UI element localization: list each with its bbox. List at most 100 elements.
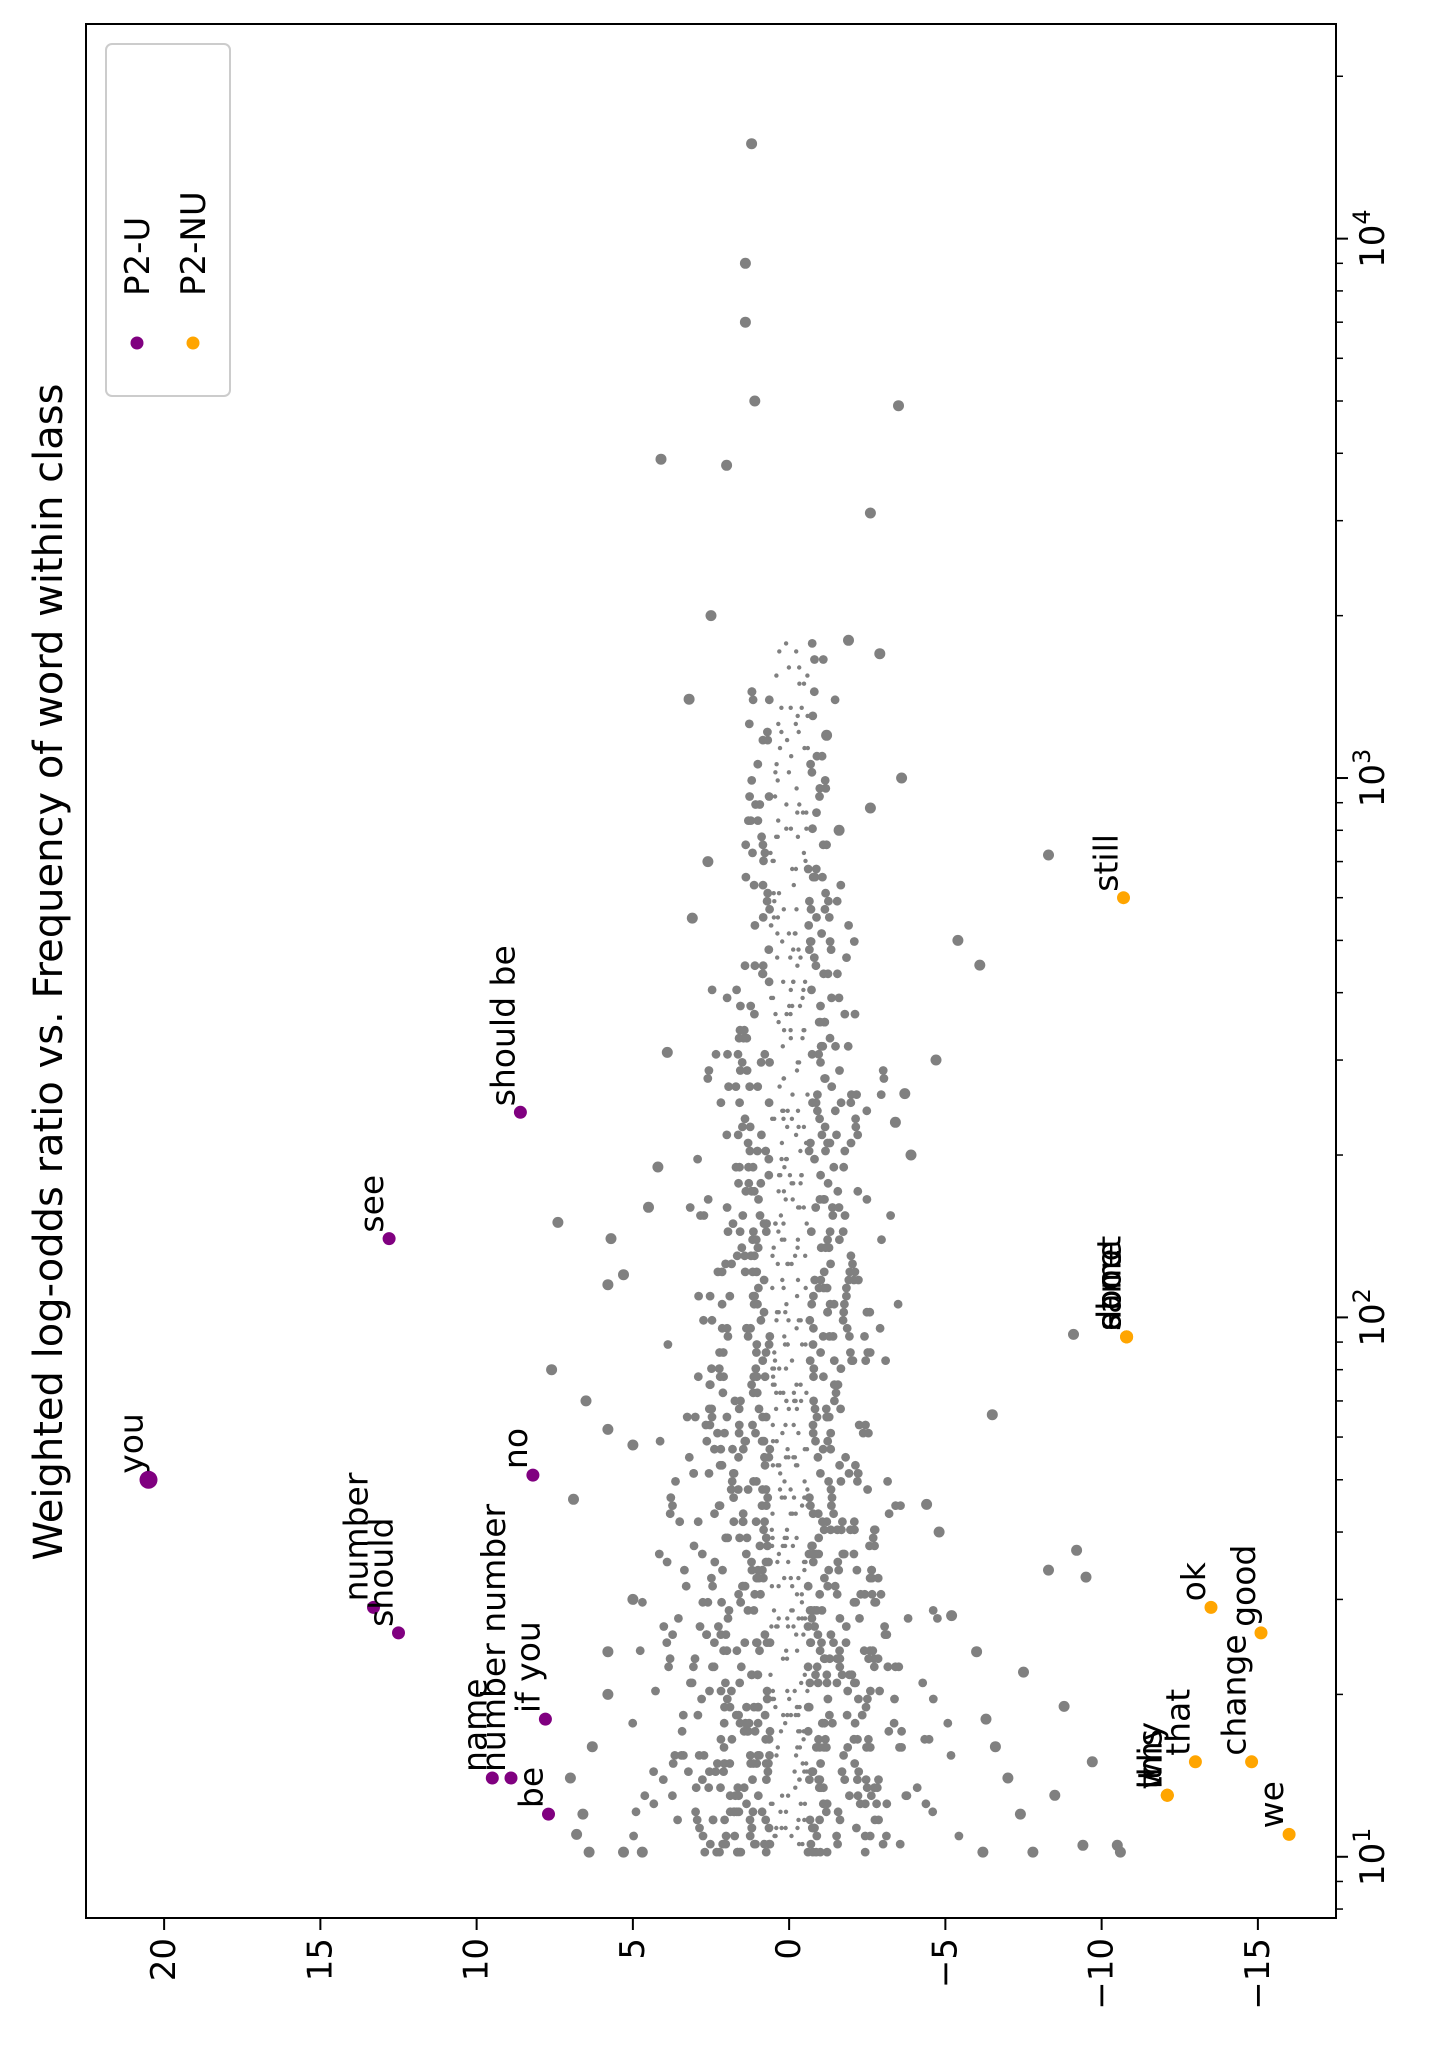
cloud-point	[716, 1630, 726, 1639]
cloud-point	[784, 1656, 790, 1661]
cloud-point	[817, 1638, 826, 1647]
cloud-point	[873, 1654, 883, 1664]
cloud-point	[765, 1751, 774, 1760]
cloud-point	[756, 1178, 766, 1188]
cloud-point	[786, 931, 792, 936]
cloud-point	[759, 1275, 769, 1285]
cloud-point	[807, 1541, 816, 1551]
cloud-point	[794, 1592, 800, 1597]
cloud-point	[861, 1356, 871, 1365]
cloud-point	[793, 931, 798, 936]
cloud-point	[731, 1082, 741, 1091]
cloud-point	[753, 1702, 763, 1712]
cloud-point	[747, 776, 757, 785]
cloud-point	[774, 1390, 779, 1396]
cloud-point	[784, 802, 789, 807]
cloud-point	[794, 1632, 799, 1637]
outlier-point	[893, 400, 904, 412]
outlier-point	[605, 1233, 617, 1245]
cloud-point	[826, 1525, 836, 1535]
cloud-point	[760, 1839, 769, 1849]
cloud-point	[629, 1831, 638, 1841]
cloud-point	[759, 1307, 769, 1317]
cloud-point	[742, 1702, 751, 1712]
outlier-point	[896, 772, 908, 784]
cloud-point	[810, 1622, 819, 1631]
point-label: ok	[1174, 1561, 1213, 1601]
cloud-point	[798, 1318, 803, 1323]
cloud-point	[740, 1436, 750, 1446]
outlier-point	[1086, 1756, 1098, 1768]
cloud-point	[849, 1549, 859, 1559]
cloud-point	[737, 1243, 747, 1253]
cloud-point	[770, 1253, 775, 1259]
cloud-point	[795, 963, 800, 968]
cloud-point	[752, 1477, 761, 1486]
cloud-point	[662, 1557, 672, 1567]
cloud-point	[824, 1477, 833, 1486]
cloud-point	[761, 1146, 771, 1156]
point-label: why	[1130, 1722, 1169, 1789]
cloud-point	[812, 913, 821, 922]
cloud-point	[761, 1815, 771, 1825]
cloud-point	[804, 810, 809, 815]
cloud-point	[808, 1509, 818, 1519]
data-point	[1282, 1827, 1296, 1841]
cloud-point	[765, 1058, 774, 1067]
cloud-point	[811, 1670, 820, 1680]
cloud-point	[747, 1823, 757, 1833]
cloud-point	[703, 1597, 713, 1607]
cloud-point	[668, 1759, 678, 1768]
cloud-point	[719, 1646, 728, 1656]
cloud-point	[729, 1493, 738, 1502]
cloud-point	[684, 1452, 694, 1462]
cloud-point	[737, 1058, 747, 1067]
cloud-point	[794, 649, 799, 654]
cloud-point	[750, 1009, 759, 1019]
point-label: name	[455, 1678, 494, 1772]
cloud-point	[822, 1847, 832, 1857]
cloud-point	[829, 1638, 838, 1647]
cloud-point	[751, 1428, 760, 1438]
cloud-point	[707, 1315, 717, 1325]
cloud-point	[690, 1412, 700, 1422]
cloud-point	[825, 1332, 834, 1341]
cloud-point	[815, 1775, 825, 1784]
outlier-point	[980, 1713, 992, 1725]
cloud-point	[817, 1718, 827, 1728]
cloud-point	[773, 1406, 779, 1412]
cloud-point	[697, 1694, 706, 1704]
cloud-point	[852, 1823, 861, 1833]
cloud-point	[760, 1372, 770, 1382]
cloud-point	[823, 1178, 833, 1188]
cloud-point	[730, 1396, 740, 1406]
outlier-point	[1080, 1571, 1092, 1583]
cloud-point	[770, 995, 776, 1001]
cloud-point	[698, 1775, 707, 1784]
cloud-point	[780, 1277, 785, 1283]
outlier-point	[1068, 1328, 1079, 1340]
cloud-point	[736, 1662, 746, 1672]
cloud-point	[744, 1178, 754, 1188]
cloud-point	[674, 1614, 683, 1623]
cloud-point	[713, 1759, 722, 1768]
outlier-point	[652, 1161, 664, 1173]
outlier-point	[889, 1116, 901, 1128]
cloud-point	[700, 1847, 710, 1857]
cloud-point	[791, 1495, 797, 1500]
cloud-point	[771, 858, 776, 864]
cloud-point	[740, 1114, 750, 1124]
cloud-point	[795, 1245, 800, 1250]
cloud-point	[662, 1638, 672, 1647]
cloud-point	[769, 1527, 774, 1533]
cloud-point	[805, 945, 814, 954]
cloud-point	[735, 1533, 744, 1543]
cloud-point	[729, 1517, 739, 1527]
cloud-point	[808, 872, 818, 882]
legend-marker	[186, 336, 200, 350]
cloud-point	[710, 1638, 719, 1647]
cloud-point	[835, 1614, 845, 1623]
cloud-point	[811, 961, 821, 971]
cloud-point	[853, 1734, 862, 1744]
outlier-point	[905, 1149, 917, 1161]
